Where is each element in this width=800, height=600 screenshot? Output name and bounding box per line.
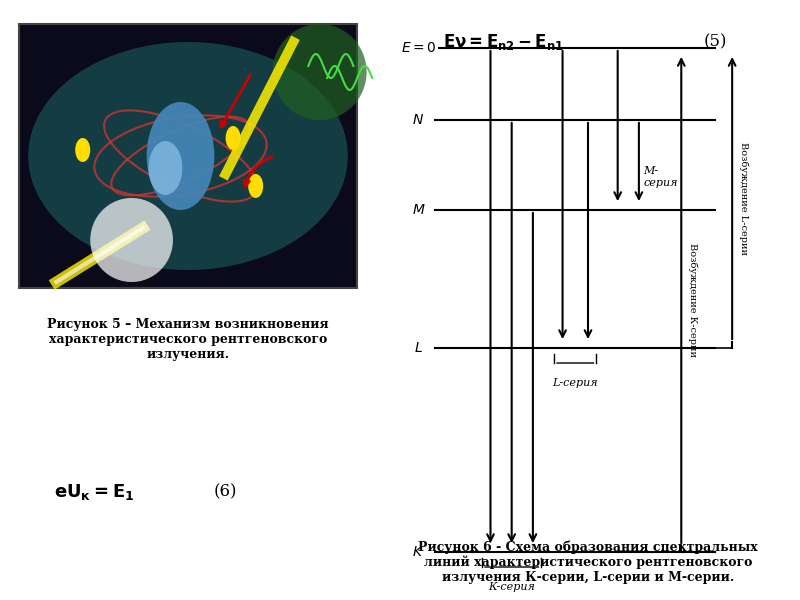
Text: L-серия: L-серия xyxy=(553,378,598,388)
Text: $\mathbf{E\nu=E_{n2}-E_{n1}}$: $\mathbf{E\nu=E_{n2}-E_{n1}}$ xyxy=(442,32,564,52)
Ellipse shape xyxy=(149,141,182,195)
FancyBboxPatch shape xyxy=(19,24,358,288)
Text: Возбуждение К-серии: Возбуждение К-серии xyxy=(688,243,697,357)
Text: Возбуждение L-серии: Возбуждение L-серии xyxy=(738,142,748,254)
Ellipse shape xyxy=(28,42,348,270)
Text: $\mathit{N}$: $\mathit{N}$ xyxy=(413,113,424,127)
Ellipse shape xyxy=(75,138,90,162)
Text: К-серия: К-серия xyxy=(488,582,535,592)
Text: $\mathit{K}$: $\mathit{K}$ xyxy=(412,545,425,559)
Text: $\mathit{E}=\mathbf{0}$: $\mathit{E}=\mathbf{0}$ xyxy=(400,41,437,55)
Text: $\mathbf{eU_к = E_1}$: $\mathbf{eU_к = E_1}$ xyxy=(54,482,134,502)
Text: (5): (5) xyxy=(703,34,727,50)
Ellipse shape xyxy=(273,24,366,120)
Text: $\mathit{L}$: $\mathit{L}$ xyxy=(414,341,423,355)
Ellipse shape xyxy=(146,102,214,210)
Text: $E = 0$: $E = 0$ xyxy=(401,41,436,55)
Text: М-
серия: М- серия xyxy=(643,166,678,188)
Text: Рисунок 5 – Механизм возникновения
характеристического рентгеновского
излучения.: Рисунок 5 – Механизм возникновения харак… xyxy=(47,318,329,361)
Ellipse shape xyxy=(248,174,263,198)
Text: (6): (6) xyxy=(214,484,238,500)
Text: $E = 0$: $E = 0$ xyxy=(401,41,436,55)
Text: $\mathit{M}$: $\mathit{M}$ xyxy=(412,203,425,217)
Ellipse shape xyxy=(226,126,241,150)
Text: Рисунок 6 - Схема образования спектральных
линий характеристического рентгеновск: Рисунок 6 - Схема образования спектральн… xyxy=(418,540,758,584)
Ellipse shape xyxy=(90,198,173,282)
